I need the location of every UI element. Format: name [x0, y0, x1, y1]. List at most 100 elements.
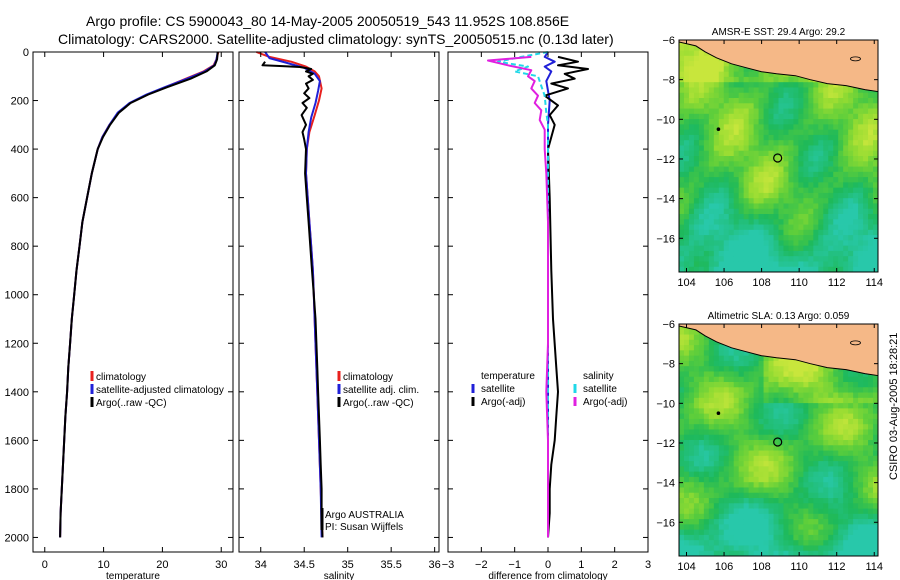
heatmap-cell	[853, 166, 859, 173]
heatmap-cell	[748, 508, 755, 515]
heatmap-cell	[679, 50, 685, 57]
heatmap-cell	[808, 129, 814, 136]
heatmap-cell	[728, 108, 735, 115]
heatmap-cell	[683, 334, 690, 341]
heatmap-cell	[763, 455, 769, 462]
heatmap-cell	[693, 487, 700, 494]
heatmap-cell	[679, 540, 685, 546]
heatmap-cell	[743, 140, 750, 146]
heatmap-cell	[723, 266, 730, 273]
heatmap-cell	[798, 256, 804, 262]
heatmap-cell	[868, 408, 874, 415]
heatmap-cell	[683, 171, 690, 178]
heatmap-cell	[683, 482, 690, 488]
heatmap-cell	[698, 203, 705, 210]
heatmap-cell	[798, 161, 804, 167]
heatmap-cell	[723, 519, 730, 525]
heatmap-cell	[798, 203, 804, 210]
heatmap-cell	[818, 145, 824, 152]
heatmap-cell	[743, 208, 750, 215]
land-java	[678, 39, 879, 93]
heatmap-cell	[703, 350, 710, 357]
heatmap-cell	[679, 214, 685, 220]
heatmap-cell	[773, 103, 779, 109]
heatmap-cell	[823, 503, 829, 509]
heatmap-cell	[818, 214, 824, 220]
heatmap-cell	[858, 235, 864, 241]
figure-title-line1: Argo profile: CS 5900043_80 14-May-2005 …	[86, 13, 570, 29]
heatmap-cell	[798, 450, 804, 457]
heatmap-cell	[768, 266, 774, 273]
heatmap-cell	[698, 445, 705, 451]
heatmap-cell	[833, 124, 839, 131]
map-frame	[678, 39, 879, 273]
heatmap-cell	[818, 382, 824, 388]
heatmap-cell	[838, 113, 844, 120]
heatmap-cell	[718, 492, 725, 499]
heatmap-cell	[688, 182, 695, 189]
heatmap-cell	[788, 240, 794, 247]
heatmap-cell	[843, 450, 849, 457]
y-tick-label: 400	[11, 144, 29, 156]
heatmap-cell	[718, 134, 725, 141]
heatmap-cell	[693, 134, 700, 141]
heatmap-cell	[688, 492, 695, 499]
heatmap-cell	[823, 208, 829, 215]
heatmap-cell	[763, 76, 769, 83]
heatmap-cell	[828, 108, 834, 115]
heatmap-cell	[778, 76, 784, 83]
heatmap-cell	[728, 529, 735, 536]
heatmap-cell	[693, 103, 700, 109]
heatmap-cell	[763, 182, 769, 189]
heatmap-cell	[783, 429, 789, 436]
heatmap-cell	[823, 376, 829, 383]
heatmap-cell	[763, 508, 769, 515]
heatmap-cell	[823, 540, 829, 546]
heatmap-cell	[853, 508, 859, 515]
heatmap-cell	[783, 266, 789, 273]
heatmap-cell	[703, 229, 710, 236]
heatmap-cell	[718, 145, 725, 152]
heatmap-cell	[723, 408, 730, 415]
heatmap-cell	[858, 266, 864, 273]
heatmap-cell	[838, 392, 844, 399]
heatmap-cell	[688, 476, 695, 483]
heatmap-cell	[703, 519, 710, 525]
heatmap-cell	[798, 545, 804, 552]
x-tick-label: 30	[215, 559, 227, 571]
heatmap-cell	[778, 455, 784, 462]
heatmap-cell	[813, 508, 819, 515]
heatmap-cell	[858, 434, 864, 441]
heatmap-cell	[868, 150, 874, 157]
heatmap-cell	[803, 429, 809, 436]
heatmap-cell	[693, 113, 700, 120]
heatmap-cell	[718, 397, 725, 404]
heatmap-cell	[808, 235, 814, 241]
heatmap-cell	[868, 219, 874, 225]
heatmap-cell	[743, 76, 750, 83]
heatmap-cell	[818, 240, 824, 247]
heatmap-cell	[703, 66, 710, 73]
heatmap-cell	[853, 103, 859, 109]
heatmap-cell	[803, 182, 809, 189]
heatmap-cell	[713, 455, 720, 462]
heatmap-cell	[753, 519, 760, 525]
heatmap-cell	[748, 171, 755, 178]
heatmap-cell	[808, 124, 814, 131]
heatmap-cell	[798, 224, 804, 231]
heatmap-cell	[713, 513, 720, 520]
heatmap-cell	[679, 355, 685, 362]
heatmap-cell	[853, 161, 859, 167]
heatmap-cell	[838, 466, 844, 473]
heatmap-cell	[873, 376, 879, 383]
heatmap-cell	[688, 482, 695, 488]
heatmap-cell	[738, 214, 745, 220]
heatmap-cell	[688, 198, 695, 204]
heatmap-cell	[778, 434, 784, 441]
heatmap-cell	[738, 103, 745, 109]
y-tick-label: 800	[11, 241, 29, 253]
heatmap-cell	[778, 429, 784, 436]
heatmap-cell	[848, 455, 854, 462]
heatmap-cell	[723, 534, 730, 541]
heatmap-cell	[773, 177, 779, 183]
